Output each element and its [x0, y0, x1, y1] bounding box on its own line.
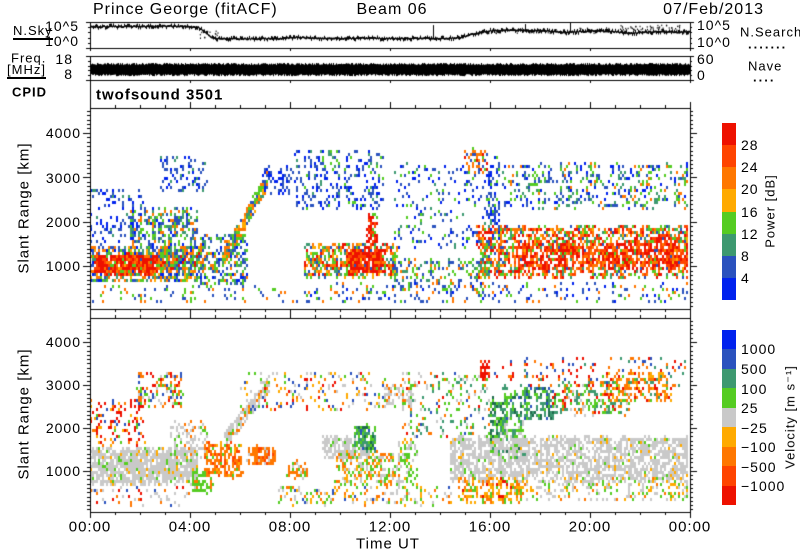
- time-tick-label: 08:00: [268, 518, 312, 536]
- nave-scale-bottom-label: 0: [697, 67, 706, 83]
- colorbar-segment: [722, 145, 736, 168]
- time-tick-label: 12:00: [368, 518, 412, 536]
- colorbar-segment: [722, 446, 736, 467]
- freq-scale-top-label: 18: [55, 51, 73, 67]
- colorbar-segment: [722, 407, 736, 428]
- power-colorbar-tick-label: 24: [741, 159, 759, 175]
- power-colorbar-tick-label: 4: [741, 270, 750, 286]
- slant-range-axis-title-power: Slant Range [km]: [15, 142, 33, 274]
- nave-label: Nave: [748, 58, 783, 74]
- velocity-colorbar-tick-label: 1000: [741, 341, 777, 357]
- power-colorbar-tick-label: 20: [741, 181, 759, 197]
- colorbar-segment: [722, 485, 736, 505]
- station-title: Prince George (fitACF): [93, 1, 278, 18]
- colorbar-segment: [722, 167, 736, 190]
- colorbar-segment: [722, 427, 736, 447]
- freq-label: Freq.: [11, 50, 47, 66]
- velocity-colorbar-tick-label: 500: [741, 361, 768, 377]
- nsearch-scale-top-label: 10^5: [697, 17, 731, 33]
- velocity-colorbar-tick-label: −500: [741, 459, 777, 475]
- range-tick-label: 1000: [45, 258, 81, 274]
- cpid-value: twofsound 3501: [96, 86, 224, 104]
- velocity-colorbar-tick-label: 25: [741, 400, 759, 416]
- range-tick-label: 1000: [45, 463, 81, 479]
- time-axis-title: Time UT: [356, 535, 420, 553]
- power-colorbar-tick-label: 8: [741, 248, 750, 264]
- velocity-colorbar: [722, 330, 736, 505]
- range-tick-label: 2000: [45, 214, 81, 230]
- nsearch-scale-bottom-label: 10^0: [697, 34, 731, 50]
- velocity-colorbar-tick-label: 100: [741, 381, 768, 397]
- colorbar-segment: [722, 211, 736, 234]
- colorbar-segment: [722, 388, 736, 408]
- power-colorbar-tick-label: 28: [741, 137, 759, 153]
- time-tick-label: 00:00: [68, 518, 112, 536]
- cpid-label: CPID: [12, 84, 48, 100]
- slant-range-axis-title-velocity: Slant Range [km]: [15, 348, 33, 480]
- colorbar-segment: [722, 233, 736, 256]
- colorbar-segment: [722, 466, 736, 486]
- colorbar-segment: [722, 255, 736, 278]
- range-tick-label: 4000: [45, 125, 81, 141]
- beam-label: Beam 06: [356, 1, 428, 18]
- range-tick-label: 4000: [45, 334, 81, 350]
- colorbar-segment: [722, 330, 736, 350]
- time-tick-label: 16:00: [468, 518, 512, 536]
- date-label: 07/Feb/2013: [663, 1, 764, 18]
- power-colorbar-tick-label: 16: [741, 204, 759, 220]
- velocity-colorbar-tick-label: −25: [741, 420, 768, 436]
- range-tick-label: 3000: [45, 377, 81, 393]
- range-tick-label: 2000: [45, 420, 81, 436]
- colorbar-segment: [722, 368, 736, 389]
- power-colorbar-title: Power [dB]: [762, 174, 778, 248]
- nsky-scale-bottom-label: 10^0: [45, 33, 79, 49]
- freq-scale-bottom-label: 8: [64, 66, 73, 82]
- nave-scale-top-label: 60: [697, 51, 715, 67]
- time-tick-label: 04:00: [168, 518, 212, 536]
- range-tick-label: 3000: [45, 170, 81, 186]
- velocity-colorbar-tick-label: −100: [741, 439, 777, 455]
- colorbar-segment: [722, 277, 736, 300]
- nave-legend-dots: ....: [753, 69, 776, 85]
- power-colorbar: [722, 123, 736, 300]
- nsearch-legend-dots: .......: [748, 36, 788, 52]
- power-colorbar-tick-label: 12: [741, 226, 759, 242]
- colorbar-segment: [722, 123, 736, 146]
- nsky-label: N.Sky: [13, 23, 53, 40]
- time-tick-label: 00:00: [668, 518, 712, 536]
- nsky-scale-top-label: 10^5: [45, 18, 79, 34]
- colorbar-segment: [722, 349, 736, 369]
- nsearch-label: N.Search: [740, 24, 800, 40]
- velocity-colorbar-title: Velocity [m s⁻¹]: [782, 365, 798, 469]
- velocity-colorbar-tick-label: −1000: [741, 478, 786, 494]
- time-tick-label: 20:00: [568, 518, 612, 536]
- freq-unit-label: [MHz]: [7, 62, 46, 79]
- colorbar-segment: [722, 189, 736, 212]
